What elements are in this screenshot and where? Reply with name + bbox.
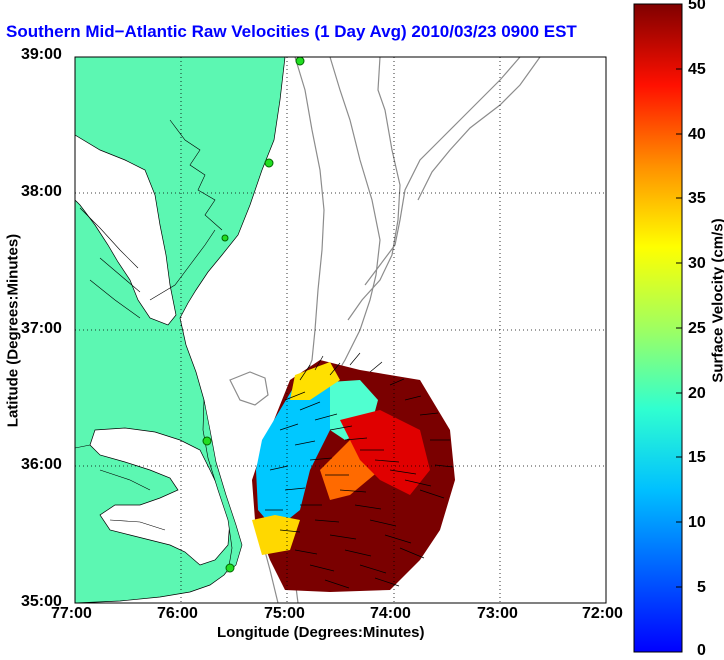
colorbar xyxy=(634,4,682,652)
colorbar-tick-label: 30 xyxy=(688,255,706,273)
x-tick-label: 76:00 xyxy=(157,605,198,623)
colorbar-tick-label: 35 xyxy=(688,190,706,208)
y-axis-label: Latitude (Degrees:Minutes) xyxy=(5,226,22,436)
y-tick-label: 38:00 xyxy=(21,183,62,201)
colorbar-tick-label: 40 xyxy=(688,126,706,144)
colorbar-tick-label: 15 xyxy=(688,449,706,467)
colorbar-label: Surface Velocity (cm/s) xyxy=(710,191,724,411)
colorbar-tick-label: 45 xyxy=(688,61,706,79)
colorbar-tick-label: 25 xyxy=(688,320,706,338)
y-tick-label: 39:00 xyxy=(21,46,62,64)
x-axis-label: Longitude (Degrees:Minutes) xyxy=(217,624,425,641)
x-tick-label: 77:00 xyxy=(51,605,92,623)
station-marker xyxy=(226,564,234,572)
station-marker xyxy=(203,437,211,445)
station-marker xyxy=(265,159,273,167)
x-tick-label: 74:00 xyxy=(370,605,411,623)
colorbar-tick-label: 50 xyxy=(688,0,706,14)
x-tick-label: 72:00 xyxy=(582,605,623,623)
colorbar-tick-label: 0 xyxy=(697,642,706,660)
x-tick-label: 73:00 xyxy=(477,605,518,623)
y-tick-label: 36:00 xyxy=(21,456,62,474)
colorbar-tick-label: 20 xyxy=(688,385,706,403)
y-tick-label: 37:00 xyxy=(21,320,62,338)
station-marker xyxy=(222,235,228,241)
colorbar-tick-label: 5 xyxy=(697,579,706,597)
colorbar-tick-label: 10 xyxy=(688,514,706,532)
x-tick-label: 75:00 xyxy=(264,605,305,623)
station-marker xyxy=(296,57,304,65)
